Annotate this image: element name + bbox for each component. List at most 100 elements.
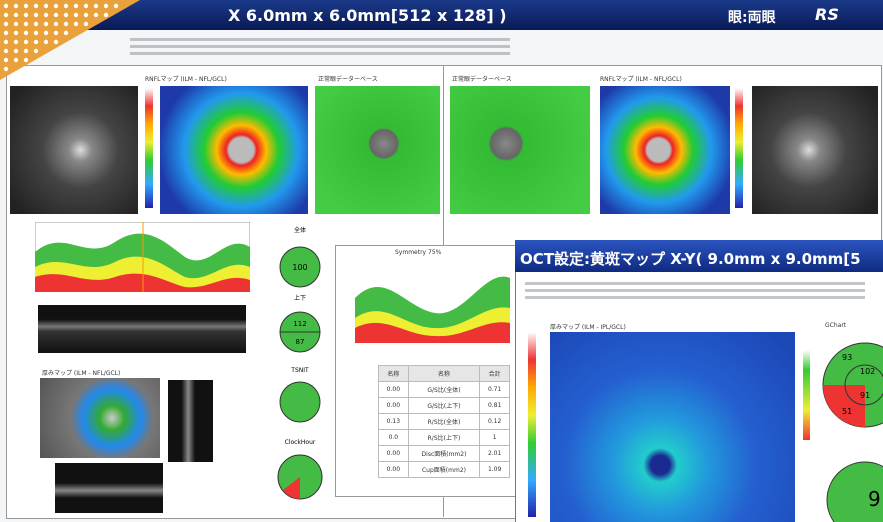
logo: RS	[815, 5, 839, 24]
shape	[525, 289, 865, 292]
value: 51	[842, 407, 852, 416]
db-map-right	[450, 86, 590, 214]
table-cell: G/S比(上下)	[407, 397, 481, 414]
shape	[23, 30, 29, 36]
shape	[13, 30, 19, 36]
db-map-left	[315, 86, 440, 214]
colorbar	[735, 88, 743, 208]
shape	[43, 21, 49, 27]
shape	[23, 12, 29, 18]
shape	[33, 3, 39, 9]
shape	[73, 12, 79, 18]
shape	[43, 39, 49, 45]
shape	[103, 12, 109, 18]
shape	[63, 30, 69, 36]
symmetry-graph	[355, 276, 510, 343]
table-cell: Cup面積(mm2)	[407, 461, 481, 478]
shape	[3, 57, 9, 63]
overlay-info	[525, 278, 865, 303]
shape	[43, 3, 49, 9]
shape	[826, 461, 883, 522]
shape	[130, 52, 510, 55]
shape	[23, 3, 29, 9]
shape	[53, 21, 59, 27]
shape	[3, 48, 9, 54]
table-cell: 0.00	[378, 445, 409, 462]
table-cell: R/S比(全体)	[407, 413, 481, 430]
table-row: 0.00 G/S比(全体) 0.71	[378, 381, 510, 398]
shape	[33, 12, 39, 18]
shape	[13, 21, 19, 27]
table-cell: 0.00	[378, 397, 409, 414]
shape	[23, 57, 29, 63]
shape	[33, 21, 39, 27]
rnfl-map-left	[160, 86, 308, 214]
table-row: 名称 名称 合計	[378, 365, 510, 382]
shape	[13, 39, 19, 45]
shape	[130, 45, 510, 48]
shape	[3, 39, 9, 45]
value: 87	[296, 338, 305, 346]
header-title: X 6.0mm x 6.0mm[512 x 128] )	[228, 6, 507, 25]
thickness-map	[40, 378, 160, 458]
table-cell: R/S比(上下)	[407, 429, 481, 446]
shape	[33, 48, 39, 54]
shape	[63, 12, 69, 18]
table-cell: 1.09	[479, 461, 510, 478]
bscan-horizontal	[55, 463, 163, 513]
label: Symmetry 75%	[395, 249, 442, 256]
table-row: 0.00 G/S比(上下) 0.81	[378, 397, 510, 414]
circle-panel: 全体 100 上下 112 87 TSNIT ClockHour	[277, 226, 323, 500]
table-cell: 0.00	[378, 381, 409, 398]
gchart: 93 102 91 51 9	[822, 342, 883, 522]
shape	[73, 21, 79, 27]
colorbar	[528, 332, 536, 517]
label: RNFLマップ (ILM - NFL/GCL)	[145, 76, 227, 83]
value: 102	[860, 367, 875, 376]
shape	[73, 3, 79, 9]
eye-label: 眼:両眼	[728, 10, 776, 26]
shape	[3, 66, 9, 72]
value: 112	[293, 320, 306, 328]
shape	[83, 21, 89, 27]
shape	[83, 3, 89, 9]
table-row: 0.0 R/S比(上下) 1	[378, 429, 510, 446]
shape	[53, 30, 59, 36]
table-cell: 名称	[407, 365, 481, 382]
shape	[3, 12, 9, 18]
value: 93	[842, 353, 852, 362]
table-cell: 0.12	[479, 413, 510, 430]
table-cell: Disc面積(mm2)	[407, 445, 481, 462]
table-cell: 2.01	[479, 445, 510, 462]
metrics-table: 名称 名称 合計 0.00 G/S比(全体) 0.71 0.00 G/S比(上下) 0.81 0.…	[378, 365, 510, 478]
table-cell: 0.0	[378, 429, 409, 446]
shape	[13, 57, 19, 63]
tsnit-graph	[35, 222, 250, 292]
shape	[53, 3, 59, 9]
shape	[83, 12, 89, 18]
shape	[53, 12, 59, 18]
shape	[43, 12, 49, 18]
shape	[63, 3, 69, 9]
label: ClockHour	[285, 439, 316, 446]
shape	[283, 477, 300, 499]
colorbar	[803, 340, 810, 440]
rnfl-map-right	[600, 86, 730, 214]
header-bar	[0, 0, 883, 30]
shape	[53, 39, 59, 45]
shape	[3, 3, 119, 72]
shape	[23, 48, 29, 54]
table-row: 0.13 R/S比(全体) 0.12	[378, 413, 510, 430]
label: TSNIT	[290, 367, 309, 374]
table-cell: G/S比(全体)	[407, 381, 481, 398]
shape	[43, 30, 49, 36]
shape	[3, 30, 9, 36]
shape	[23, 21, 29, 27]
label: 厚みマップ (ILM - IPL/GCL)	[550, 324, 626, 331]
macular-map	[550, 332, 795, 522]
fundus-right	[752, 86, 878, 214]
colorbar	[145, 88, 153, 208]
bscan	[38, 305, 246, 353]
shape	[113, 3, 119, 9]
